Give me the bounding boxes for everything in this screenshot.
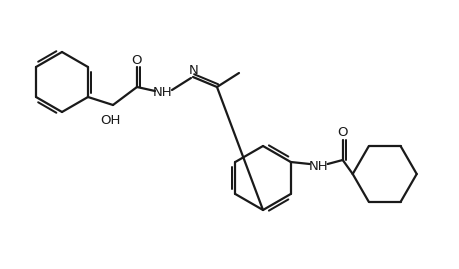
Text: OH: OH bbox=[100, 115, 120, 128]
Text: NH: NH bbox=[153, 86, 173, 98]
Text: N: N bbox=[189, 65, 199, 77]
Text: O: O bbox=[337, 126, 348, 140]
Text: O: O bbox=[132, 54, 142, 66]
Text: NH: NH bbox=[309, 160, 329, 172]
